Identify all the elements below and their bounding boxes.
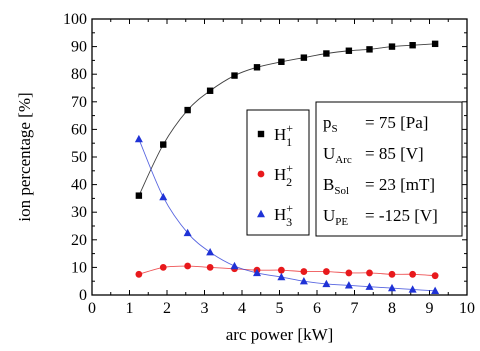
x-axis-label: arc power [kW] [226, 325, 334, 344]
parameter-value: = -125 [V] [365, 206, 438, 225]
data-point-square [300, 54, 308, 61]
parameter-value: = 75 [Pa] [365, 113, 428, 132]
y-tick-label: 60 [71, 121, 87, 138]
x-tick-label: 4 [238, 300, 246, 317]
data-point-circle [366, 269, 373, 277]
legend-marker [257, 170, 265, 178]
x-tick-label: 3 [201, 300, 209, 317]
data-point-triangle [299, 277, 308, 285]
parameter-label: UPE [323, 206, 348, 228]
data-point-square [160, 141, 167, 148]
data-point-circle [206, 264, 214, 271]
legend: H+ 1 H+ 2 H+ 3 [246, 109, 310, 236]
data-point-square [366, 46, 373, 53]
data-point-triangle [134, 134, 143, 143]
data-point-circle [345, 269, 353, 277]
legend-entry: H+ 1 [274, 121, 293, 149]
data-point-square [431, 40, 439, 48]
y-tick-label: 0 [79, 287, 87, 304]
y-tick-label: 90 [71, 39, 87, 56]
data-point-square [135, 192, 143, 199]
x-tick-label: 10 [459, 300, 475, 317]
data-point-circle [388, 270, 396, 278]
data-point-triangle [408, 285, 417, 293]
y-tick-label: 80 [71, 66, 87, 83]
data-point-triangle [388, 283, 396, 292]
data-point-square [323, 50, 330, 57]
data-point-square [253, 64, 261, 71]
parameter-label: UArc [323, 144, 352, 166]
data-point-triangle [183, 228, 192, 237]
data-point-square [206, 87, 214, 94]
data-point-triangle [159, 192, 168, 201]
data-point-circle [431, 272, 439, 280]
data-point-circle [409, 270, 417, 278]
parameter-box-frame [315, 101, 463, 237]
legend-box [246, 109, 310, 236]
y-axis-label: ion percentage [%] [15, 92, 34, 221]
legend-marker [257, 130, 265, 138]
data-point-square [231, 72, 238, 79]
y-tick-label: 10 [71, 259, 87, 276]
data-point-circle [135, 270, 143, 278]
y-tick-label: 50 [71, 149, 87, 166]
legend-entry: H+ 2 [274, 161, 293, 189]
legend-marker [257, 209, 265, 218]
data-point-triangle [322, 279, 331, 288]
parameter-value: = 85 [V] [365, 144, 424, 163]
data-point-circle [322, 268, 330, 275]
data-point-square [409, 42, 416, 49]
data-point-square [278, 58, 285, 65]
data-point-square [388, 43, 396, 50]
data-point-triangle [365, 282, 374, 290]
data-point-circle [300, 268, 308, 275]
data-point-circle [159, 264, 167, 271]
x-tick-label: 5 [276, 300, 284, 317]
x-tick-label: 0 [88, 300, 96, 317]
x-tick-label: 2 [163, 300, 171, 317]
x-tick-label: 6 [313, 300, 321, 317]
parameter-value: = 23 [mT] [365, 175, 435, 194]
data-markers [134, 40, 440, 295]
x-tick-label: 9 [426, 300, 434, 317]
data-point-triangle [344, 281, 353, 289]
data-point-triangle [431, 286, 440, 295]
parameter-label: pS [323, 113, 338, 135]
data-point-square [184, 106, 191, 114]
parameter-label: BSol [323, 175, 349, 197]
y-tick-label: 30 [71, 204, 87, 221]
x-tick-label: 1 [126, 300, 134, 317]
data-point-triangle [253, 268, 261, 277]
legend-entry: H+ 3 [274, 201, 293, 229]
data-point-circle [277, 266, 285, 274]
data-point-circle [184, 262, 192, 270]
y-tick-label: 20 [71, 232, 87, 249]
x-tick-label: 7 [351, 300, 359, 317]
x-tick-label: 8 [388, 300, 396, 317]
parameter-box: pS = 75 [Pa] UArc = 85 [V] BSol = 23 [mT] UPE =… [315, 101, 463, 237]
data-point-square [345, 47, 353, 54]
data-point-triangle [230, 261, 239, 270]
y-tick-label: 100 [63, 11, 87, 28]
y-tick-label: 40 [71, 177, 87, 194]
data-point-triangle [277, 272, 286, 281]
y-tick-label: 70 [71, 94, 87, 111]
data-point-triangle [206, 248, 215, 256]
